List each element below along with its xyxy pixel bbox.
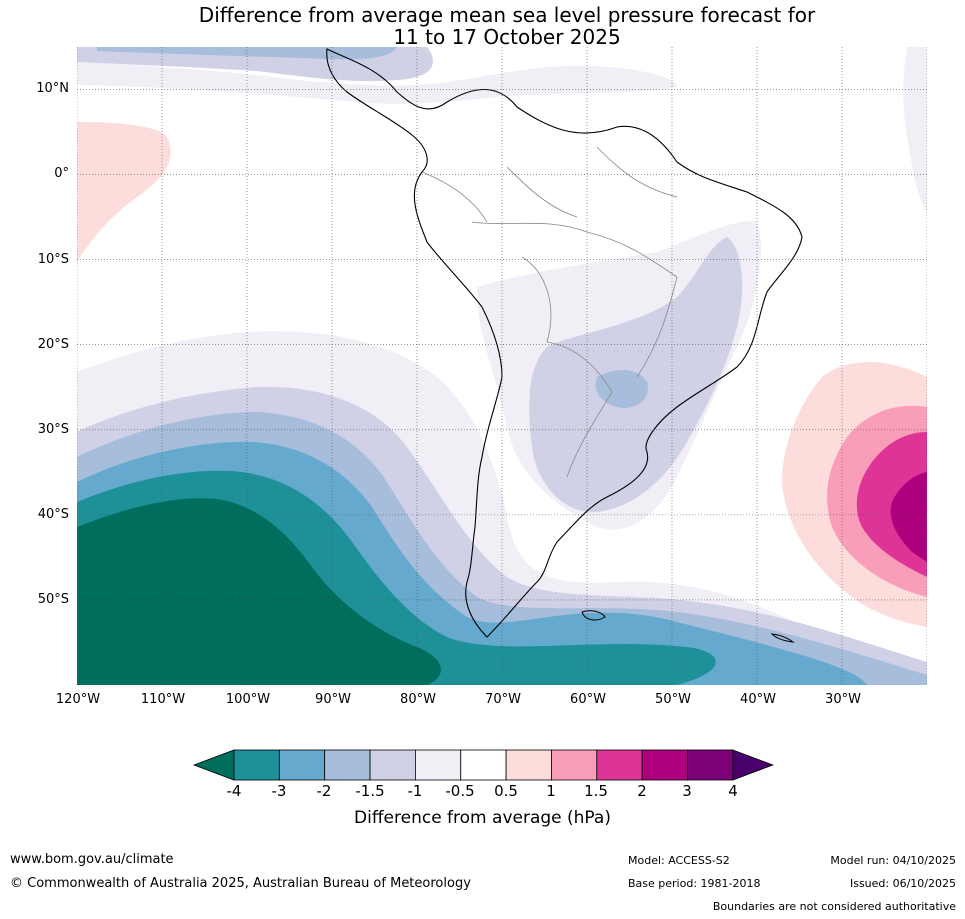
cbar-tick-plus-4: 4 [728,782,738,800]
lon-label-70w: 70°W [485,692,521,707]
cbar-tick-minus-1.5: -1.5 [355,782,385,800]
colorbar-swatch [505,749,552,781]
country-boundaries [421,146,678,478]
colorbar [192,749,774,781]
cbar-tick-minus-3: -3 [271,782,287,800]
land-outline-south-georgia [770,633,795,643]
footer-model-run: Model run: 04/10/2025 [830,854,956,867]
lon-label-50w: 50°W [655,692,691,707]
contour-band-north-faint [77,62,677,104]
colorbar-swatch [233,749,280,781]
title-line-2: 11 to 17 October 2025 [393,25,621,49]
cbar-tick-minus-0.5: -0.5 [445,782,475,800]
footer-model: Model: ACCESS-S2 [628,854,730,867]
cbar-tick-minus-1: -1 [407,782,423,800]
footer-issued: Issued: 06/10/2025 [849,877,956,890]
lon-label-100w: 100°W [225,692,271,707]
lat-label-30s: 30°S [37,422,69,437]
colorbar-swatch [278,749,326,781]
lat-label-20s: 20°S [37,337,69,352]
colorbar-arrow-high [732,749,774,781]
contour-band-continent-minus-1.5 [595,370,648,408]
land-outline-falklands [581,610,606,621]
cbar-tick-plus-0.5: 0.5 [494,782,518,800]
lat-label-10n: 10°N [36,81,69,96]
contour-band-west-plus [77,122,171,262]
footer-website[interactable]: www.bom.gov.au/climate [10,852,174,867]
lat-label-50s: 50°S [37,592,69,607]
colorbar-swatch [596,749,643,781]
colorbar-swatch [551,749,598,781]
pressure-anomaly-map [77,47,927,685]
lon-label-30w: 30°W [825,692,861,707]
cbar-tick-minus-2: -2 [316,782,332,800]
colorbar-label: Difference from average (hPa) [354,808,611,828]
map-panel [77,47,927,685]
colorbar-swatch [369,749,416,781]
cbar-tick-plus-1.5: 1.5 [584,782,608,800]
contour-band-minus-4 [77,498,441,685]
lat-label-10s: 10°S [37,252,69,267]
gridlines [77,47,927,685]
footer-copyright: © Commonwealth of Australia 2025, Austra… [10,876,471,891]
cbar-tick-plus-3: 3 [682,782,692,800]
contour-band-plus-2 [890,472,927,562]
footer-base-period: Base period: 1981-2018 [628,877,761,890]
map-title: Difference from average mean sea level p… [0,4,965,48]
colorbar-swatch [687,749,734,781]
lon-label-80w: 80°W [400,692,436,707]
cbar-tick-minus-4: -4 [226,782,242,800]
colorbar-swatch [324,749,371,781]
land-outline-south-america [326,48,803,638]
contour-band-ne-minus [903,47,927,212]
lat-label-40s: 40°S [37,507,69,522]
lon-label-90w: 90°W [315,692,351,707]
lon-label-120w: 120°W [55,692,101,707]
colorbar-swatch [460,749,507,781]
title-line-1: Difference from average mean sea level p… [198,3,816,27]
colorbar-swatch [414,749,462,781]
lat-label-0: 0° [54,166,69,181]
lon-label-40w: 40°W [740,692,776,707]
colorbar-arrow-low [192,749,235,781]
footer-disclaimer: Boundaries are not considered authoritat… [712,900,956,913]
cbar-tick-plus-2: 2 [637,782,647,800]
lon-label-60w: 60°W [570,692,606,707]
colorbar-swatch [641,749,688,781]
lon-label-110w: 110°W [140,692,186,707]
cbar-tick-plus-1: 1 [546,782,556,800]
